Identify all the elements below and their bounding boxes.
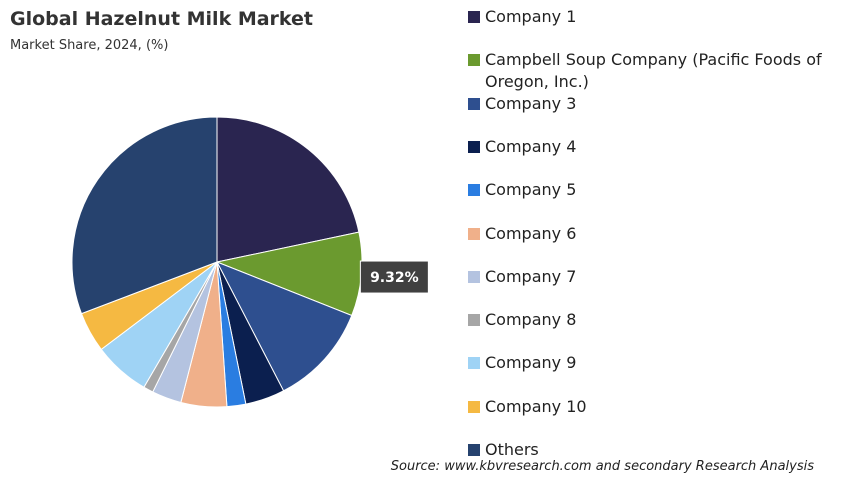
pie-slice	[216, 116, 360, 263]
legend-label: Company 6	[485, 223, 577, 243]
source-note: Source: www.kbvresearch.com and secondar…	[390, 459, 814, 474]
legend-item: Campbell Soup Company (Pacific Foods of …	[468, 49, 848, 93]
pie-slice	[215, 261, 353, 392]
legend-label: Company 8	[485, 310, 577, 330]
legend-label: Company 5	[485, 180, 577, 200]
legend-swatch	[468, 444, 480, 456]
legend-item: Company 6	[468, 223, 848, 245]
legend-swatch	[468, 400, 480, 413]
data-label-box	[359, 260, 429, 294]
legend-label: Company 9	[485, 353, 577, 373]
legend-item: Company 5	[468, 179, 848, 201]
legend-item: Company 1	[468, 6, 848, 28]
legend-swatch	[468, 357, 480, 370]
legend-label: Company 1	[485, 7, 577, 26]
legend-item: Company 7	[468, 266, 848, 288]
legend-label: Company 7	[485, 266, 577, 286]
legend-item: Company 4	[468, 136, 848, 158]
legend-item: Company 8	[468, 309, 848, 331]
legend-item: Company 3	[468, 93, 848, 115]
legend-label: Company 10	[485, 396, 587, 416]
chart-subtitle: Market Share, 2024, (%)	[10, 38, 169, 53]
chart-title: Global Hazelnut Milk Market	[10, 8, 314, 30]
data-label: 9.32%	[370, 270, 419, 286]
legend-item: Others	[468, 439, 848, 461]
legend-label: Company 3	[485, 93, 577, 113]
legend-item: Company 9	[468, 352, 848, 374]
legend-label: Company 4	[485, 136, 577, 156]
legend-swatch	[468, 314, 480, 327]
legend-swatch	[468, 184, 480, 197]
legend-label: Campbell Soup Company (Pacific Foods of …	[485, 50, 822, 92]
legend-swatch	[468, 140, 480, 153]
legend-item: Company 10	[468, 396, 848, 418]
legend-swatch	[468, 97, 480, 110]
pie-slice	[71, 116, 218, 315]
legend-swatch	[468, 270, 480, 283]
legend-label: Others	[485, 440, 539, 459]
legend-swatch	[468, 54, 480, 67]
legend-swatch	[468, 227, 480, 240]
legend-swatch	[468, 11, 480, 23]
